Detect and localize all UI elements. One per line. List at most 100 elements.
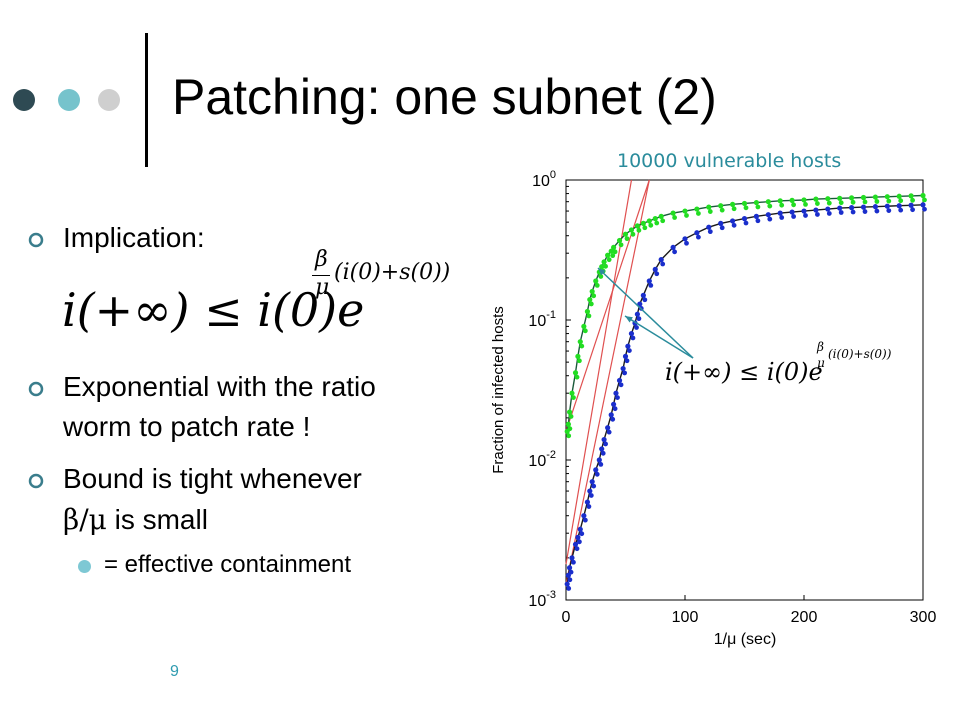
green-point [660,218,666,224]
x-tick-label: 0 [562,609,571,626]
blue-point [566,586,572,591]
bullet-bound-line2: β/μ is small [63,503,208,537]
blue-point [577,526,583,532]
blue-point [574,546,580,552]
formula-exp-rest: (i(0)+s(0)) [334,260,451,285]
annotation-exp-rest: (i(0)+s(0)) [828,347,892,361]
blue-point [718,220,724,226]
blue-point [753,213,760,219]
green-point [640,220,646,226]
blue-point [741,216,748,222]
blue-point [566,565,573,571]
blue-point [588,493,594,498]
blue-point [646,278,652,284]
green-point [579,343,585,349]
green-point [574,374,580,380]
blue-point [612,406,618,412]
blue-point [815,212,820,217]
blue-point [694,230,700,236]
blue-point [777,210,783,216]
blue-point [564,581,570,587]
green-point [696,211,701,216]
green-point [813,196,819,202]
blue-point [789,209,795,215]
green-point [731,206,737,212]
blue-point [920,202,926,208]
blue-point [884,203,890,209]
green-point [920,192,926,199]
green-point [896,193,902,199]
fit-curve [566,194,924,432]
green-point [599,264,605,270]
annotation-exp-den: μ [817,356,825,370]
blue-point [565,572,571,578]
bullet-icon [28,473,44,489]
blue-point [837,205,843,211]
blue-point [743,220,749,226]
green-point [815,201,820,206]
blue-point [640,292,646,298]
green-point [872,194,879,200]
bullet-implication: Implication: [63,222,205,253]
blue-point [862,209,868,214]
green-point [908,193,914,199]
green-point [577,339,583,345]
blue-point [632,320,638,326]
green-point [884,194,890,200]
green-point [707,209,713,214]
green-point [753,199,760,206]
green-point [730,201,736,207]
green-point [849,195,855,201]
green-point [825,196,831,202]
green-point [767,203,773,209]
y-axis-label: Fraction of infected hosts [490,306,507,474]
blue-point [603,441,608,447]
green-point [658,213,664,219]
green-point [618,242,624,248]
blue-point [571,559,576,565]
blue-point [579,531,585,537]
blue-point [591,483,597,489]
green-point [628,227,635,233]
blue-point [624,358,630,364]
blue-point [599,446,605,452]
green-point [596,269,602,275]
green-point [838,200,844,206]
green-point [601,259,607,265]
blue-point [638,306,644,311]
blue-point [625,343,631,349]
blue-point [813,207,819,213]
page-number: 9 [170,663,179,680]
green-point [898,198,904,204]
blue-point [568,569,574,575]
green-point [594,282,600,288]
green-point [741,200,748,207]
green-point [642,225,648,231]
blue-point [755,218,761,224]
blue-point [572,541,579,547]
blue-point [872,204,879,210]
blue-point [779,215,785,220]
blue-point [910,207,915,213]
blue-point [610,416,616,422]
blue-point [908,202,914,208]
blue-point [886,208,892,214]
blue-point [596,457,602,463]
blue-point [620,365,626,372]
blue-point [575,534,581,540]
sub-bullet-text: = effective containment [104,551,352,578]
bullet-bound-line1: Bound is tight whenever [63,463,362,494]
blue-point [849,205,855,211]
blue-point [850,209,856,215]
blue-point [626,348,632,354]
blue-point [628,330,635,337]
green-point [862,199,868,205]
green-point [684,213,689,218]
y-axis-label-group: Fraction of infected hosts [490,306,507,474]
green-point [910,197,915,203]
blue-point [615,395,620,401]
blue-point [581,513,587,519]
green-point [581,323,587,330]
blue-point [706,224,712,230]
blue-point [586,504,592,509]
